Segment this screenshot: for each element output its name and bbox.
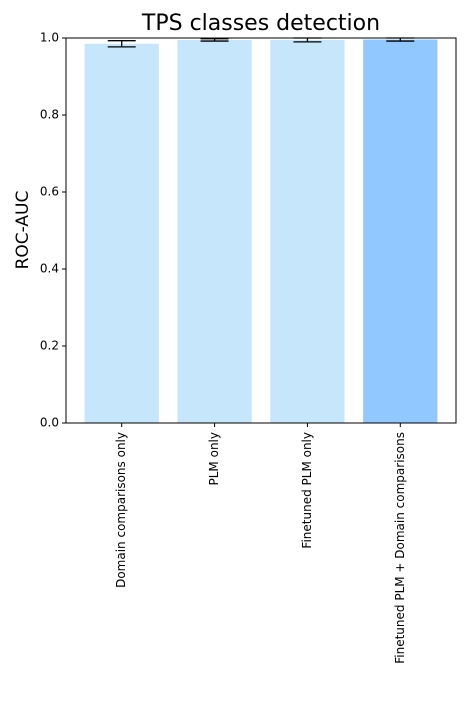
x-tick-label: Domain comparisons only [114,432,128,588]
y-tick-label: 0.4 [40,262,59,276]
bar [363,39,438,423]
x-tick-label: Finetuned PLM only [300,432,314,549]
error-bar [200,38,229,42]
y-tick-label: 0.0 [40,416,59,430]
y-tick-label: 0.6 [40,185,59,199]
error-bar [107,40,136,48]
plot-frame [65,37,457,424]
x-tick-label: Finetuned PLM + Domain comparisons [393,432,407,664]
y-tick-label: 0.2 [40,339,59,353]
y-tick-label: 0.8 [40,108,59,122]
chart-title: TPS classes detection [141,11,380,36]
bar [270,39,345,424]
y-axis-label: ROC-AUC [13,191,33,270]
bar [84,43,159,424]
x-tick-label: PLM only [207,432,221,485]
y-tick-label: 1.0 [40,31,59,45]
bar [177,39,252,424]
